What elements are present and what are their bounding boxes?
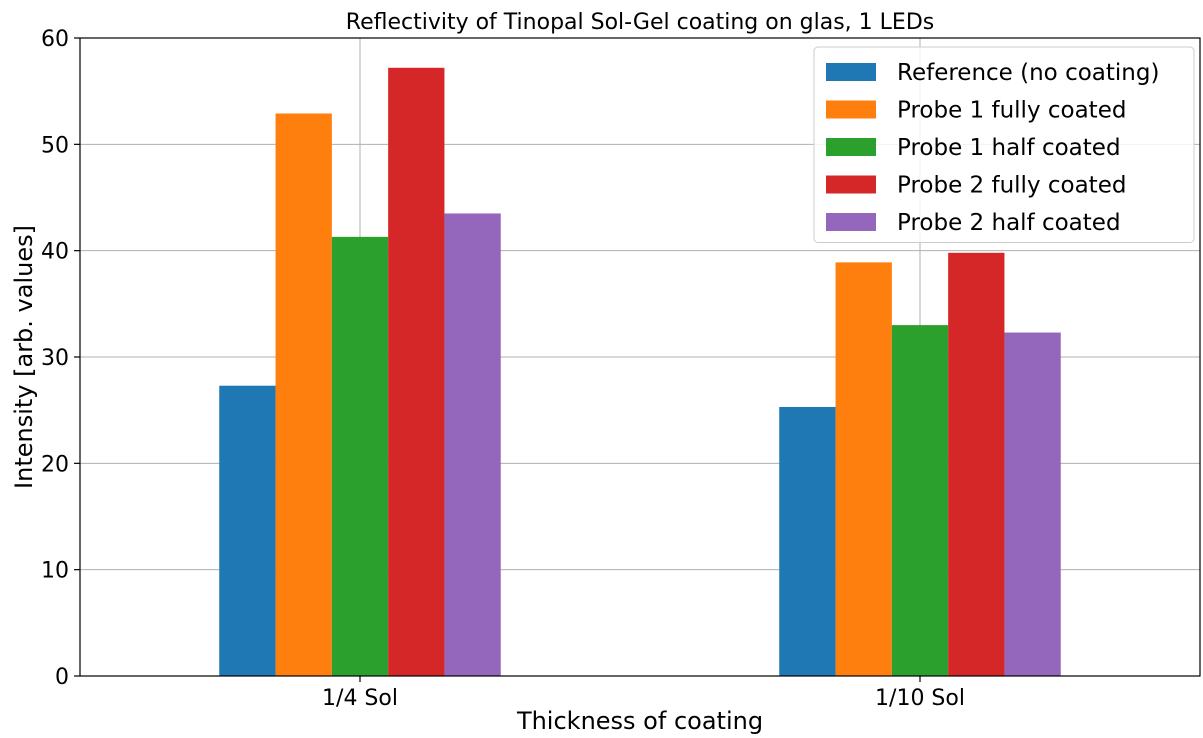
y-tick-label: 50: [41, 133, 69, 158]
bar: [219, 385, 276, 676]
y-tick-label: 40: [41, 240, 69, 265]
y-tick-label: 10: [41, 559, 69, 584]
legend-entry: Probe 1 fully coated: [897, 98, 1126, 124]
x-axis: 1/4 Sol 1/10 Sol: [322, 676, 965, 711]
bar: [779, 406, 836, 676]
legend-swatch: [826, 138, 876, 156]
legend-entry: Reference (no coating): [897, 60, 1159, 86]
bar: [444, 213, 501, 676]
bars: [219, 67, 1061, 677]
bar: [835, 262, 892, 676]
legend-entry: Probe 1 half coated: [897, 135, 1121, 161]
x-tick-label: 1/10 Sol: [875, 686, 965, 711]
bar: [275, 113, 332, 677]
bar: [388, 67, 445, 677]
y-tick-label: 0: [55, 665, 69, 690]
y-axis: 0 10 20 30 40 50 60: [41, 27, 80, 690]
legend-swatch: [826, 175, 876, 194]
y-tick-label: 20: [41, 452, 69, 477]
x-axis-label: Thickness of coating: [516, 707, 763, 735]
x-tick-label: 1/4 Sol: [322, 686, 398, 711]
legend-entry: Probe 2 half coated: [897, 210, 1121, 236]
legend-swatch: [826, 63, 876, 81]
legend-swatch: [826, 100, 876, 119]
y-tick-label: 60: [41, 27, 69, 52]
chart-title: Reflectivity of Tinopal Sol-Gel coating …: [346, 10, 934, 35]
bar: [1004, 332, 1061, 676]
legend-swatch: [826, 213, 876, 231]
legend: Reference (no coating) Probe 1 fully coat…: [813, 46, 1195, 243]
bar: [891, 325, 949, 676]
legend-frame: [813, 46, 1195, 243]
y-axis-label: Intensity [arb. values]: [10, 225, 38, 489]
bar: [331, 236, 389, 677]
bar: [948, 252, 1005, 676]
y-tick-label: 30: [41, 346, 69, 371]
legend-entry: Probe 2 fully coated: [897, 173, 1126, 199]
